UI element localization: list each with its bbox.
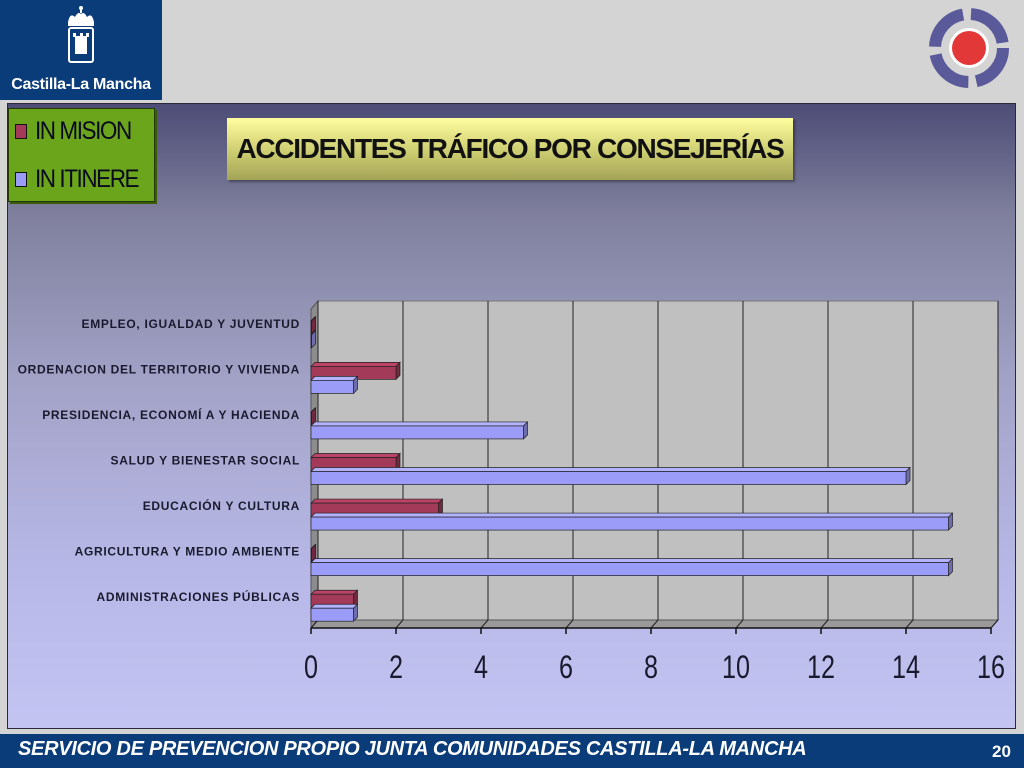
bar-1-2 — [310, 425, 524, 440]
bar-0-0 — [310, 320, 312, 335]
page-number: 20 — [992, 742, 1011, 761]
bar-1-5-top — [310, 558, 954, 563]
tick-label-2: 2 — [389, 649, 403, 685]
category-label-3: SALUD Y BIENESTAR SOCIAL — [111, 454, 301, 468]
target-logo-icon — [929, 8, 1009, 88]
bar-1-6 — [310, 607, 354, 622]
tick-label-14: 14 — [892, 649, 920, 685]
legend-item-in-mision: IN MISION — [15, 115, 141, 147]
gridline-floor-4 — [480, 619, 489, 629]
legend-label-in-itinere: IN ITINERE — [35, 164, 140, 193]
bar-1-3-top — [310, 467, 911, 472]
bar-0-6-top — [310, 589, 359, 595]
gridline-floor-6 — [565, 619, 574, 629]
gridline-floor-2 — [395, 619, 404, 629]
category-label-1: ORDENACION DEL TERRITORIO Y VIVIENDA — [18, 362, 300, 376]
gridline-floor-12 — [820, 619, 829, 629]
footer-bar — [0, 734, 1024, 768]
bar-1-5 — [310, 562, 949, 576]
bar-1-6-top — [310, 603, 359, 609]
chart-legend: IN MISION IN ITINERE — [8, 108, 155, 202]
bar-0-4-top — [310, 498, 444, 504]
legend-item-in-itinere: IN ITINERE — [15, 163, 150, 195]
legend-swatch-in-itinere — [15, 171, 27, 187]
bar-1-2-top — [310, 421, 529, 427]
tick-label-12: 12 — [807, 649, 835, 685]
legend-label-in-mision: IN MISION — [35, 116, 132, 145]
tick-label-8: 8 — [644, 649, 658, 685]
logo-label: Castilla-La Mancha — [11, 76, 151, 93]
category-label-2: PRESIDENCIA, ECONOMÍ A Y HACIENDA — [42, 407, 300, 422]
category-label-5: AGRICULTURA Y MEDIO AMBIENTE — [75, 545, 300, 559]
tick-label-6: 6 — [559, 649, 573, 685]
bar-0-5 — [310, 548, 312, 562]
tick-label-16: 16 — [977, 649, 1005, 685]
category-label-6: ADMINISTRACIONES PÚBLICAS — [96, 589, 300, 604]
legend-swatch-in-mision — [15, 123, 27, 139]
bar-0-3-top — [310, 453, 401, 458]
bar-1-4-top — [310, 512, 954, 518]
tick-label-0: 0 — [304, 649, 318, 685]
category-label-4: EDUCACIÓN Y CULTURA — [143, 498, 300, 513]
bar-1-1 — [310, 380, 354, 394]
gridline-floor-16 — [990, 619, 999, 629]
gridline-floor-14 — [905, 619, 914, 629]
bar-0-1-top — [310, 362, 401, 367]
crown-castle-icon — [68, 6, 94, 63]
footer-text: SERVICIO DE PREVENCION PROPIO JUNTA COMU… — [18, 738, 807, 760]
gridline-floor-10 — [735, 619, 744, 629]
bar-1-3 — [310, 471, 907, 485]
bar-1-4 — [310, 516, 949, 531]
category-label-0: EMPLEO, IGUALDAD Y JUVENTUD — [82, 317, 300, 331]
gridline-floor-8 — [650, 619, 659, 629]
chart-title: ACCIDENTES TRÁFICO POR CONSEJERÍAS — [227, 118, 793, 180]
tick-label-4: 4 — [474, 649, 488, 685]
castilla-la-mancha-logo: Castilla-La Mancha — [0, 0, 162, 100]
bar-0-2 — [310, 411, 312, 426]
bar-1-0 — [310, 334, 312, 349]
bar-1-1-top — [310, 376, 359, 381]
tick-label-10: 10 — [722, 649, 750, 685]
